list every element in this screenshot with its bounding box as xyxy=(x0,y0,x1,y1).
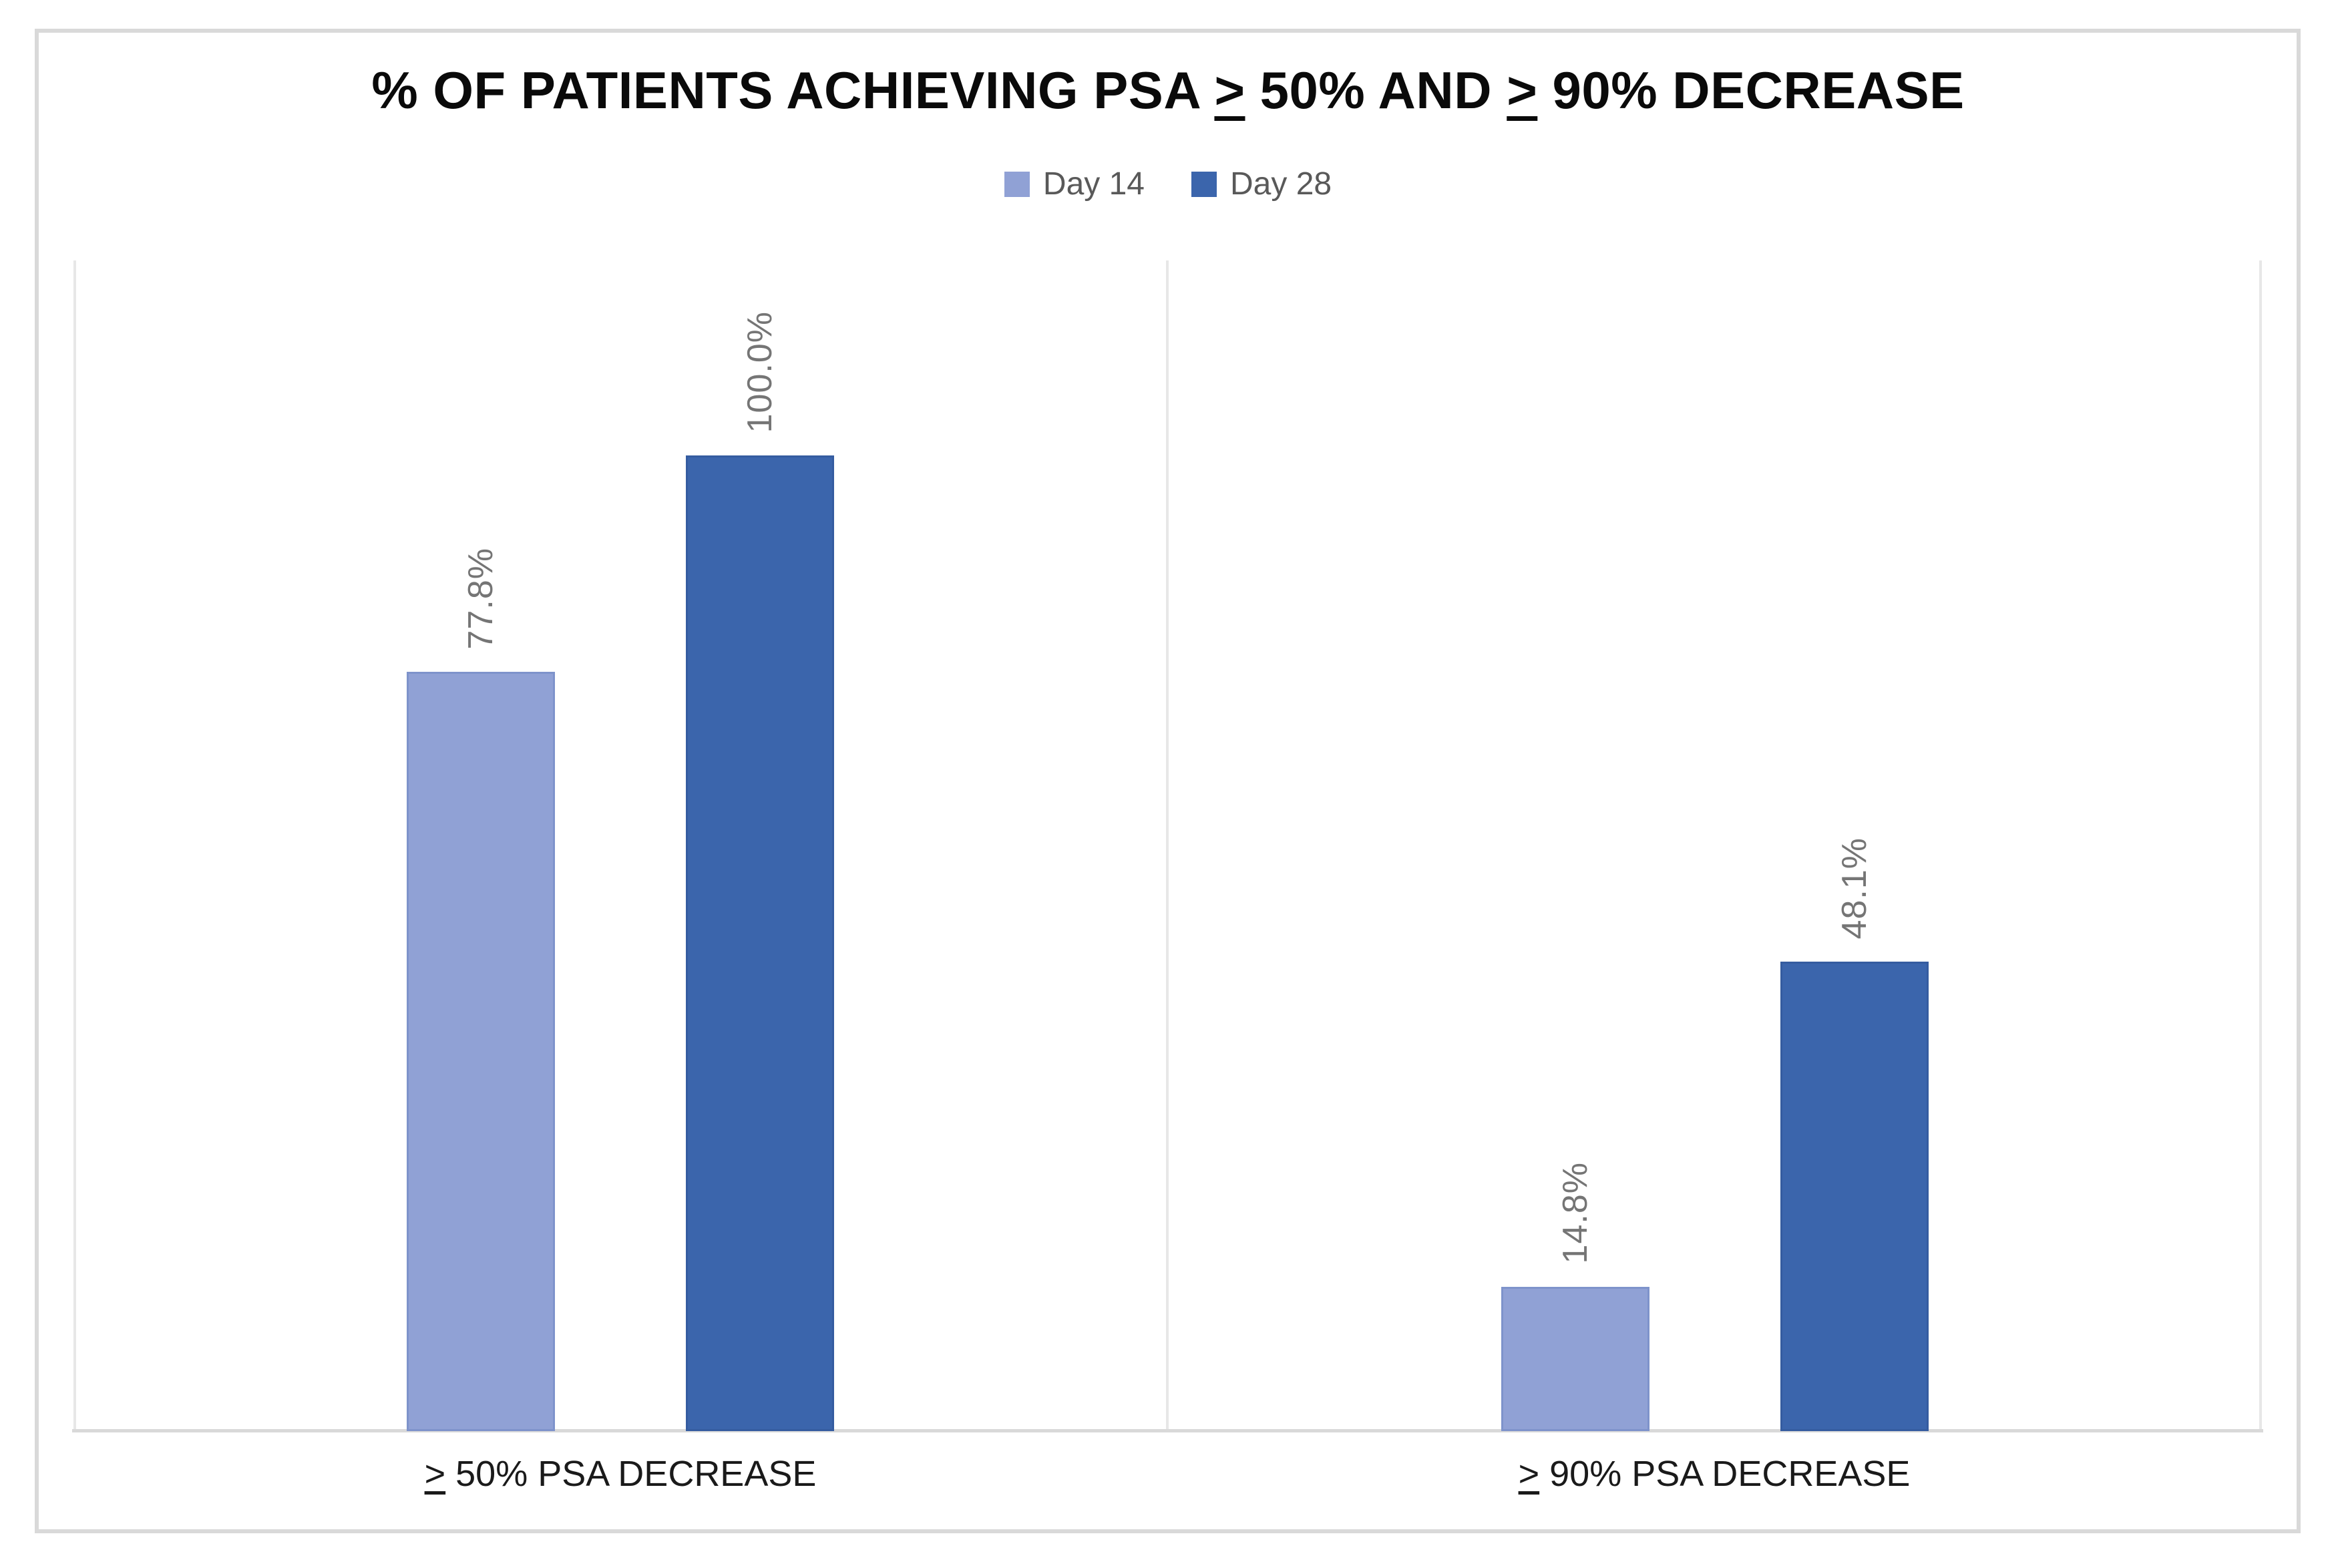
legend: Day 14 Day 28 xyxy=(0,166,2336,202)
gte-symbol: > xyxy=(1507,61,1538,120)
bar-group-day28-psa50: 100.0% xyxy=(686,260,834,1431)
category-label-psa50: > 50% PSA DECREASE xyxy=(73,1453,1167,1495)
bar-value-label: 48.1% xyxy=(1835,837,1874,940)
bar-value-label: 77.8% xyxy=(461,548,500,650)
bar-value-label: 100.0% xyxy=(741,311,779,433)
gte-symbol: > xyxy=(1518,1454,1540,1494)
chart-title-text: % OF PATIENTS ACHIEVING PSA xyxy=(371,61,1215,120)
bar-day28-psa50 xyxy=(686,455,834,1431)
category-label-text: 90% PSA DECREASE xyxy=(1539,1454,1911,1494)
bar-group-day14-psa50: 77.8% xyxy=(407,260,555,1431)
chart-title-text: 50% AND xyxy=(1245,61,1507,120)
chart-title: % OF PATIENTS ACHIEVING PSA > 50% AND > … xyxy=(0,60,2336,121)
category-divider-line xyxy=(1166,260,1169,1431)
bar-day28-psa90 xyxy=(1780,962,1929,1431)
gte-symbol: > xyxy=(1214,61,1245,120)
chart-title-text: 90% DECREASE xyxy=(1537,61,1965,120)
legend-swatch-day28 xyxy=(1191,171,1217,197)
bar-group-day28-psa90: 48.1% xyxy=(1780,260,1929,1431)
legend-label-day14: Day 14 xyxy=(1042,166,1145,202)
legend-item-day14: Day 14 xyxy=(1004,166,1145,202)
legend-item-day28: Day 28 xyxy=(1191,166,1332,202)
legend-label-day28: Day 28 xyxy=(1230,166,1332,202)
bar-value-label: 14.8% xyxy=(1556,1162,1595,1264)
bar-group-day14-psa90: 14.8% xyxy=(1501,260,1649,1431)
bar-day14-psa90 xyxy=(1501,1286,1649,1431)
category-label-psa90: > 90% PSA DECREASE xyxy=(1167,1453,2261,1495)
x-axis-line xyxy=(72,1429,2263,1432)
legend-swatch-day14 xyxy=(1004,171,1030,197)
bar-day14-psa50 xyxy=(407,672,555,1431)
plot-left-border-line xyxy=(73,260,76,1431)
plot-right-border-line xyxy=(2259,260,2262,1431)
gte-symbol: > xyxy=(424,1454,446,1494)
plot-area: 77.8% 100.0% 14.8% 48.1% xyxy=(72,260,2263,1432)
category-label-text: 50% PSA DECREASE xyxy=(445,1454,817,1494)
